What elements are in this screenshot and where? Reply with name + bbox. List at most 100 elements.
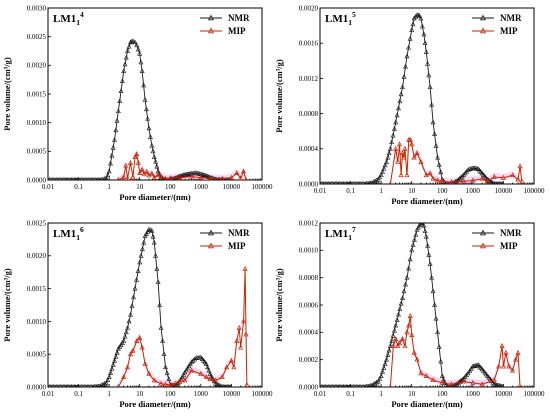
mip-data-point (189, 367, 195, 373)
nmr-data-point (81, 177, 85, 180)
nmr-data-point (496, 181, 500, 184)
y-tick-label: 0.0015 (27, 90, 47, 98)
nmr-data-point (414, 226, 420, 232)
x-tick-label: 100 (165, 390, 176, 398)
nmr-data-point (146, 125, 152, 131)
mip-data-point (500, 174, 506, 180)
nmr-data-point (499, 181, 503, 184)
legend-swatch-marker (207, 229, 215, 236)
nmr-data-point (143, 106, 149, 112)
nmr-data-point (406, 265, 412, 271)
plot-area (48, 226, 250, 387)
mip-data-point (132, 154, 138, 159)
mip-data-point (439, 178, 445, 184)
nmr-data-point (335, 181, 339, 184)
nmr-data-point (336, 181, 340, 184)
mip-data-point (407, 312, 413, 318)
nmr-data-point (427, 261, 433, 266)
nmr-data-point (384, 159, 390, 164)
mip-data-point (399, 150, 406, 156)
nmr-data-point (439, 373, 445, 378)
x-tick-label: 100 (437, 187, 448, 195)
nmr-data-point (368, 180, 373, 184)
nmr-data-point (75, 177, 79, 180)
nmr-data-point (494, 181, 498, 184)
nmr-data-point (324, 384, 328, 387)
mip-data-point (393, 145, 399, 151)
nmr-data-point (64, 177, 68, 180)
nmr-data-point (227, 177, 231, 180)
nmr-data-point (377, 174, 383, 180)
legend-label: NMR (228, 228, 250, 238)
nmr-data-point (59, 384, 63, 387)
nmr-data-point (115, 108, 121, 114)
plot-frame (319, 7, 535, 185)
nmr-data-point (52, 177, 56, 180)
nmr-data-point (494, 382, 500, 387)
mip-data-point (189, 173, 195, 179)
nmr-data-point (395, 311, 401, 317)
x-tick-label: 1000 (466, 390, 481, 398)
y-tick-label: 0.0010 (27, 119, 47, 127)
nmr-data-point (418, 15, 424, 21)
mip-data-point (479, 381, 485, 387)
nmr-data-point (138, 252, 144, 258)
mip-data-point (121, 174, 127, 180)
nmr-data-point (432, 131, 438, 136)
nmr-data-point (367, 383, 372, 387)
nmr-data-point (400, 84, 405, 90)
mip-data-point (427, 170, 433, 176)
legend-label: MIP (228, 26, 246, 36)
nmr-data-point (328, 384, 332, 387)
nmr-data-point (353, 181, 357, 184)
nmr-data-point (151, 154, 157, 159)
nmr-data-point (121, 68, 127, 73)
nmr-data-point (354, 181, 358, 184)
nmr-data-point (75, 384, 79, 387)
mip-data-point (224, 364, 230, 370)
nmr-data-point (101, 176, 105, 180)
nmr-data-point (363, 384, 367, 387)
nmr-series-markers (320, 223, 504, 387)
x-tick-label: 100000 (524, 187, 546, 195)
nmr-data-point (415, 224, 421, 230)
mip-data-point (439, 379, 445, 385)
nmr-data-point (190, 357, 196, 363)
nmr-data-point (151, 239, 157, 245)
nmr-series-markers (48, 38, 232, 180)
nmr-data-point (110, 362, 116, 367)
nmr-data-point (320, 384, 322, 387)
mip-data-point (402, 343, 408, 348)
nmr-data-point (415, 12, 421, 18)
nmr-data-point (421, 31, 427, 37)
nmr-data-point (429, 274, 435, 280)
nmr-data-point (425, 60, 431, 66)
nmr-data-point (114, 117, 120, 123)
nmr-data-point (360, 181, 364, 184)
nmr-data-point (422, 40, 428, 46)
nmr-data-point (206, 367, 212, 373)
y-tick-label: 0.0008 (299, 274, 319, 282)
nmr-data-point (141, 82, 147, 88)
nmr-data-point (158, 325, 164, 330)
nmr-data-point (123, 54, 129, 60)
nmr-data-point (470, 363, 476, 369)
y-tick-label: 0.0020 (299, 4, 319, 12)
mip-data-point (244, 382, 250, 387)
mip-data-point (198, 370, 204, 376)
chart-panel-4: 0.01 0.1 1 10 100 1000 10000 100000 0.0000 0.0002… (274, 219, 545, 409)
nmr-data-point (134, 42, 140, 48)
mip-data-point (198, 174, 204, 180)
mip-series-line (389, 139, 523, 184)
nmr-data-point (465, 167, 471, 172)
panel-title: LM115 (325, 10, 356, 27)
nmr-data-point (219, 177, 223, 180)
nmr-data-point (349, 181, 353, 184)
mip-data-point (496, 363, 502, 369)
mip-error-band (390, 136, 522, 184)
nmr-data-point (149, 228, 155, 233)
nmr-data-point (397, 98, 403, 104)
nmr-data-point (85, 177, 89, 180)
nmr-data-point (223, 384, 227, 387)
nmr-data-point (102, 381, 108, 386)
